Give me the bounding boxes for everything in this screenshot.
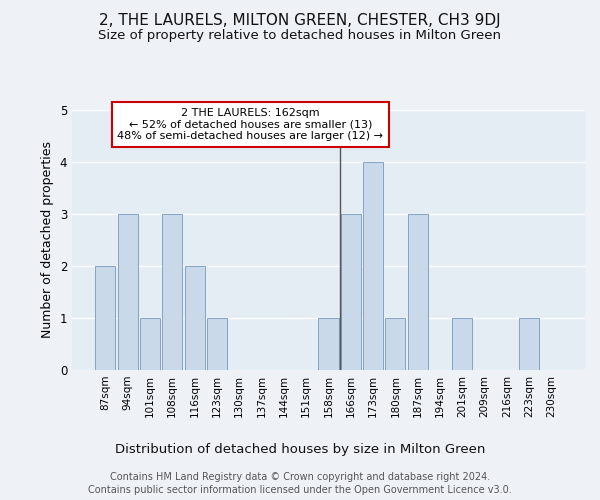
Bar: [452, 318, 472, 370]
Bar: [519, 318, 539, 370]
Bar: [140, 318, 160, 370]
Text: Contains HM Land Registry data © Crown copyright and database right 2024.: Contains HM Land Registry data © Crown c…: [110, 472, 490, 482]
Bar: [185, 266, 205, 370]
Bar: [408, 214, 428, 370]
Bar: [385, 318, 406, 370]
Bar: [207, 318, 227, 370]
Bar: [118, 214, 138, 370]
Text: 2, THE LAURELS, MILTON GREEN, CHESTER, CH3 9DJ: 2, THE LAURELS, MILTON GREEN, CHESTER, C…: [99, 12, 501, 28]
Bar: [162, 214, 182, 370]
Text: Contains public sector information licensed under the Open Government Licence v3: Contains public sector information licen…: [88, 485, 512, 495]
Text: Distribution of detached houses by size in Milton Green: Distribution of detached houses by size …: [115, 442, 485, 456]
Text: 2 THE LAURELS: 162sqm
← 52% of detached houses are smaller (13)
48% of semi-deta: 2 THE LAURELS: 162sqm ← 52% of detached …: [118, 108, 383, 141]
Y-axis label: Number of detached properties: Number of detached properties: [41, 142, 54, 338]
Bar: [341, 214, 361, 370]
Bar: [95, 266, 115, 370]
Bar: [319, 318, 338, 370]
Bar: [363, 162, 383, 370]
Text: Size of property relative to detached houses in Milton Green: Size of property relative to detached ho…: [98, 29, 502, 42]
